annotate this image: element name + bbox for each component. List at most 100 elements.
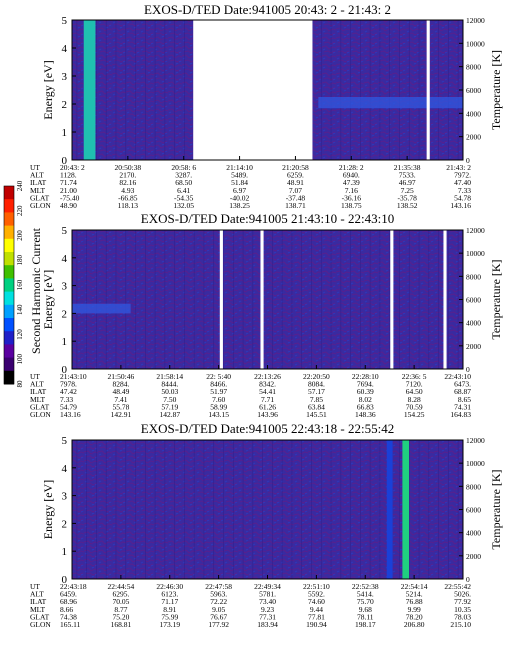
colorbar-segment: [4, 238, 14, 253]
row-label-mlt: MLT: [30, 605, 46, 614]
table-cell-ilat: 68.50: [175, 178, 192, 187]
table-cell-ilat: 47.42: [60, 387, 77, 396]
table-cell-glon: 132.05: [173, 201, 194, 210]
table-cell-alt: 6295.: [112, 590, 129, 599]
table-cell-glat: -37.48: [286, 193, 306, 202]
intensity-band: [386, 440, 393, 579]
table-cell-glat: 66.83: [357, 402, 374, 411]
table-cell-alt: 5489.: [231, 171, 248, 180]
table-cell-ilat: 71.74: [60, 178, 77, 187]
y2-tick-label: 12000: [466, 436, 485, 445]
table-cell-ut: 22:44:54: [108, 582, 135, 591]
y2-tick-label: 6000: [466, 86, 481, 95]
table-cell-glon: 142.87: [159, 410, 180, 419]
table-cell-ut: 21:43:10: [60, 372, 87, 381]
table-cell-glat: -75.40: [60, 193, 80, 202]
row-label-glat: GLAT: [30, 612, 50, 621]
colorbar-segment: [4, 318, 14, 332]
table-cell-glat: -36.16: [342, 193, 362, 202]
table-cell-glat: -40.02: [230, 193, 250, 202]
table-cell-alt: 1128.: [60, 171, 77, 180]
table-cell-mlt: 7.33: [458, 186, 471, 195]
y2-tick-label: 6000: [466, 296, 481, 305]
table-cell-glat: 78.03: [454, 612, 471, 621]
row-label-alt: ALT: [30, 171, 44, 180]
y-tick-label: 0: [62, 364, 68, 376]
colorbar-segment: [4, 199, 14, 213]
table-cell-glon: 138.25: [229, 201, 250, 210]
y-tick-label: 1: [62, 127, 68, 139]
colorbar-segment: [4, 252, 14, 266]
table-cell-ilat: 82.16: [119, 178, 136, 187]
y2-tick-label: 2000: [466, 133, 481, 142]
table-cell-glon: 145.51: [306, 410, 327, 419]
table-cell-glon: 138.71: [285, 201, 306, 210]
table-cell-glon: 143.16: [450, 201, 471, 210]
table-cell-mlt: 4.93: [121, 186, 134, 195]
table-cell-ilat: 47.39: [343, 178, 360, 187]
table-cell-mlt: 9.05: [212, 605, 225, 614]
table-cell-glat: 54.79: [60, 402, 77, 411]
table-cell-mlt: 9.68: [359, 605, 372, 614]
table-cell-alt: 3287.: [175, 171, 192, 180]
y2-tick-label: 6000: [466, 506, 481, 515]
colorbar-segment: [4, 186, 14, 200]
y2-axis-label: Temperature [K]: [489, 50, 503, 130]
spectrogram-panel-3: EXOS-D/TED Date:941005 22:43:18 - 22:55:…: [30, 421, 503, 629]
table-cell-alt: 7120.: [406, 380, 423, 389]
y-tick-label: 0: [62, 574, 68, 586]
data-gap: [219, 229, 223, 370]
y-tick-label: 3: [62, 491, 68, 503]
colorbar-tick-label: 120: [16, 329, 24, 340]
table-cell-alt: 6940.: [343, 171, 360, 180]
table-cell-alt: 5214.: [406, 590, 423, 599]
table-cell-glon: 143.16: [60, 410, 81, 419]
table-cell-alt: 7972.: [454, 171, 471, 180]
table-cell-mlt: 7.50: [163, 395, 176, 404]
table-cell-mlt: 6.97: [233, 186, 246, 195]
panel-title: EXOS-D/TED Date:941005 21:43:10 - 22:43:…: [141, 211, 394, 226]
table-cell-mlt: 7.16: [345, 186, 358, 195]
intensity-streak: [72, 303, 131, 314]
colorbar-segment: [4, 291, 14, 306]
table-cell-glat: 58.99: [210, 402, 227, 411]
table-cell-ut: 22:52:38: [352, 582, 379, 591]
row-label-mlt: MLT: [30, 186, 46, 195]
colorbar-frame: [3, 185, 15, 385]
y-tick-label: 1: [62, 336, 68, 348]
y2-tick-label: 0: [466, 365, 470, 374]
table-cell-glon: 177.92: [208, 620, 229, 629]
table-cell-glat: 78.20: [406, 612, 423, 621]
table-cell-glat: 78.11: [357, 612, 374, 621]
y2-tick-label: 12000: [466, 16, 485, 25]
y2-tick-label: 4000: [466, 319, 481, 328]
table-cell-alt: 2170.: [119, 171, 136, 180]
colorbar-tick-label: 100: [16, 354, 24, 365]
y-tick-label: 1: [62, 546, 68, 558]
intensity-band: [402, 440, 410, 579]
y2-tick-label: 10000: [466, 459, 485, 468]
table-cell-ilat: 73.40: [259, 597, 276, 606]
table-cell-ilat: 48.49: [112, 387, 129, 396]
table-cell-ut: 20:50:38: [115, 163, 142, 172]
table-cell-alt: 5026.: [454, 590, 471, 599]
data-gap: [443, 229, 447, 370]
table-cell-ut: 22:20:50: [303, 372, 330, 381]
row-label-ut: UT: [30, 372, 40, 381]
table-cell-alt: 7694.: [357, 380, 374, 389]
table-cell-alt: 6459.: [60, 590, 77, 599]
row-label-glon: GLON: [30, 201, 51, 210]
table-cell-alt: 5781.: [259, 590, 276, 599]
colorbar-tick-label: 200: [16, 230, 24, 241]
table-cell-glat: 74.38: [60, 612, 77, 621]
table-cell-mlt: 8.28: [408, 395, 421, 404]
table-cell-glat: 63.84: [308, 402, 325, 411]
table-cell-mlt: 10.35: [454, 605, 471, 614]
table-cell-alt: 8084.: [308, 380, 325, 389]
table-cell-glon: 142.91: [111, 410, 132, 419]
table-cell-glat: -66.85: [118, 193, 138, 202]
row-label-ut: UT: [30, 582, 40, 591]
table-cell-mlt: 9.23: [261, 605, 274, 614]
data-gap: [260, 229, 264, 370]
